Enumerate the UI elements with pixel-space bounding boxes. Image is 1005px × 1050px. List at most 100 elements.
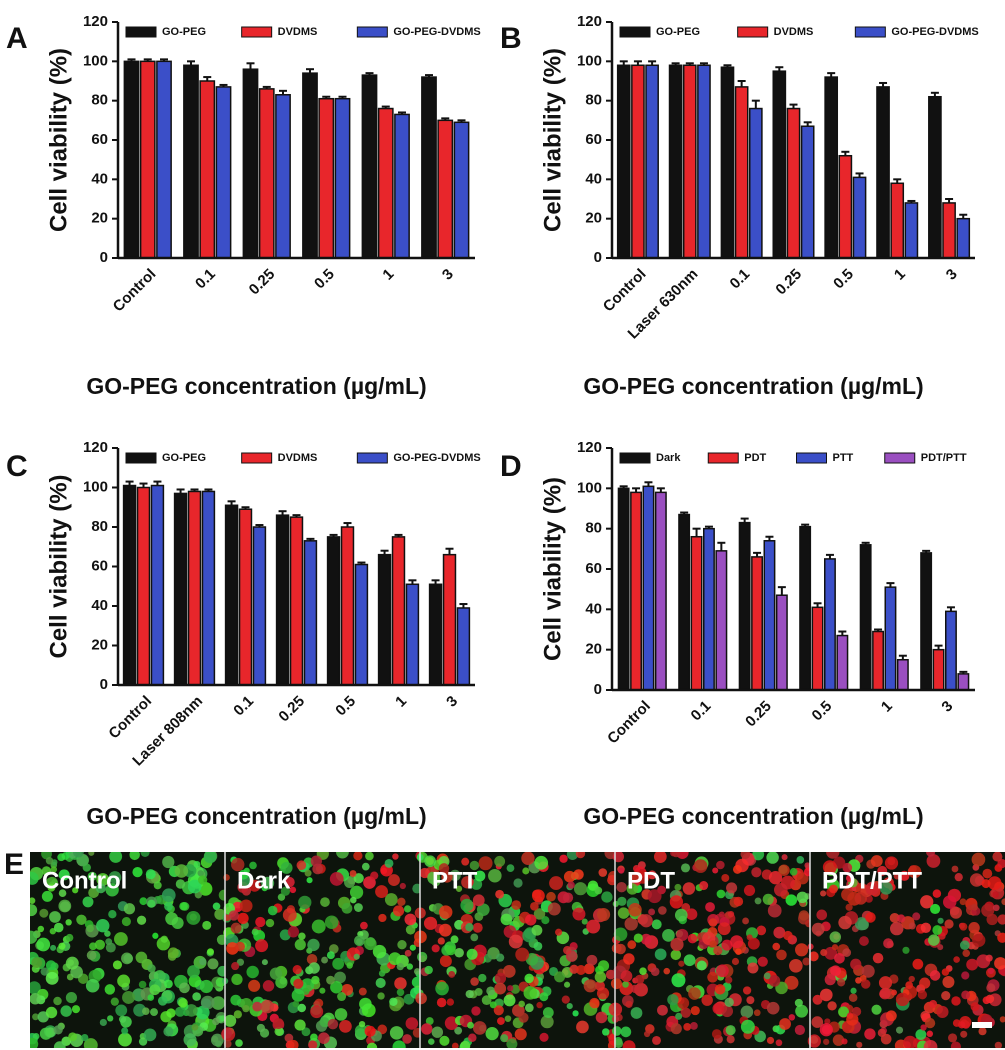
cell	[353, 852, 363, 861]
legend-label: PTT	[833, 452, 854, 464]
cell	[639, 914, 653, 928]
cell	[199, 957, 207, 966]
cell	[943, 895, 957, 909]
bar	[715, 550, 728, 691]
cell	[249, 861, 257, 870]
y-axis-title: Cell viability (%)	[45, 48, 72, 232]
cell	[45, 1006, 58, 1019]
cell	[951, 996, 961, 1006]
cell	[926, 852, 936, 857]
cell	[223, 874, 230, 881]
cell	[494, 998, 504, 1008]
bar	[631, 64, 645, 259]
cell	[280, 861, 293, 874]
cell	[842, 862, 853, 873]
bar	[904, 202, 919, 259]
cell	[319, 987, 326, 994]
cell	[297, 1003, 307, 1013]
cell	[503, 994, 516, 1007]
bar	[215, 86, 232, 259]
cell	[784, 975, 799, 990]
cell	[533, 941, 543, 951]
cell	[992, 891, 999, 898]
cell	[135, 951, 148, 964]
cell	[820, 948, 828, 957]
cell	[566, 852, 579, 860]
cell	[657, 1004, 668, 1016]
cell	[581, 918, 588, 925]
cell	[877, 865, 888, 876]
cell	[776, 949, 787, 961]
cell	[810, 1035, 819, 1044]
cell	[132, 867, 143, 878]
cell	[767, 903, 782, 918]
cell	[812, 994, 823, 1005]
cell	[594, 980, 605, 991]
cell	[388, 874, 400, 887]
cell	[321, 956, 328, 964]
cell	[85, 978, 100, 993]
cell	[494, 982, 507, 995]
cell	[284, 1033, 294, 1043]
cell	[871, 1004, 882, 1015]
cell	[425, 856, 434, 866]
cell	[524, 1003, 534, 1013]
micrographs: Control Dark PTT PDT PDT/PTT	[30, 852, 1005, 1048]
cell	[711, 1029, 722, 1039]
cell	[265, 918, 275, 928]
cell	[105, 883, 119, 897]
cell	[354, 935, 365, 947]
cell	[363, 876, 376, 889]
cell	[961, 990, 971, 1000]
cell	[622, 981, 629, 988]
cell	[968, 922, 980, 934]
cell	[99, 1018, 107, 1027]
cell	[640, 933, 652, 945]
x-axis-title: GO-PEG concentration (µg/mL)	[86, 803, 426, 829]
bar	[932, 648, 945, 691]
cell	[164, 901, 173, 911]
cell	[959, 898, 967, 906]
cell	[414, 968, 421, 975]
cell	[117, 974, 131, 988]
cell	[942, 976, 955, 989]
bar	[340, 526, 355, 686]
cell	[472, 922, 483, 933]
cell	[445, 945, 456, 956]
cell	[562, 892, 574, 903]
cell	[542, 1007, 554, 1018]
cell	[819, 988, 833, 1002]
cell	[829, 931, 842, 943]
cell	[846, 874, 854, 883]
cell	[566, 1003, 573, 1010]
cell	[824, 974, 836, 986]
cell	[740, 852, 751, 860]
cell	[530, 901, 539, 911]
cell	[861, 964, 875, 978]
x-tick-label: Control	[105, 693, 155, 743]
cell	[431, 944, 440, 953]
bar	[183, 64, 199, 259]
cell	[838, 1006, 849, 1018]
bar	[361, 74, 378, 259]
bar	[437, 119, 454, 259]
cell	[573, 869, 584, 880]
bar	[391, 536, 406, 686]
cell	[306, 954, 318, 965]
bar	[678, 513, 691, 691]
cell	[766, 1036, 775, 1045]
bar	[289, 516, 304, 686]
cell	[987, 967, 995, 975]
cell	[586, 919, 601, 934]
cell	[819, 1023, 833, 1037]
micrograph-label: PDT	[627, 867, 675, 894]
cell	[539, 1032, 549, 1042]
cell	[495, 889, 505, 899]
cell	[824, 1018, 831, 1025]
cell	[994, 957, 1005, 970]
cell	[118, 1015, 127, 1023]
cell	[284, 876, 295, 888]
cell	[287, 1039, 299, 1048]
y-tick-label: 80	[91, 92, 108, 109]
